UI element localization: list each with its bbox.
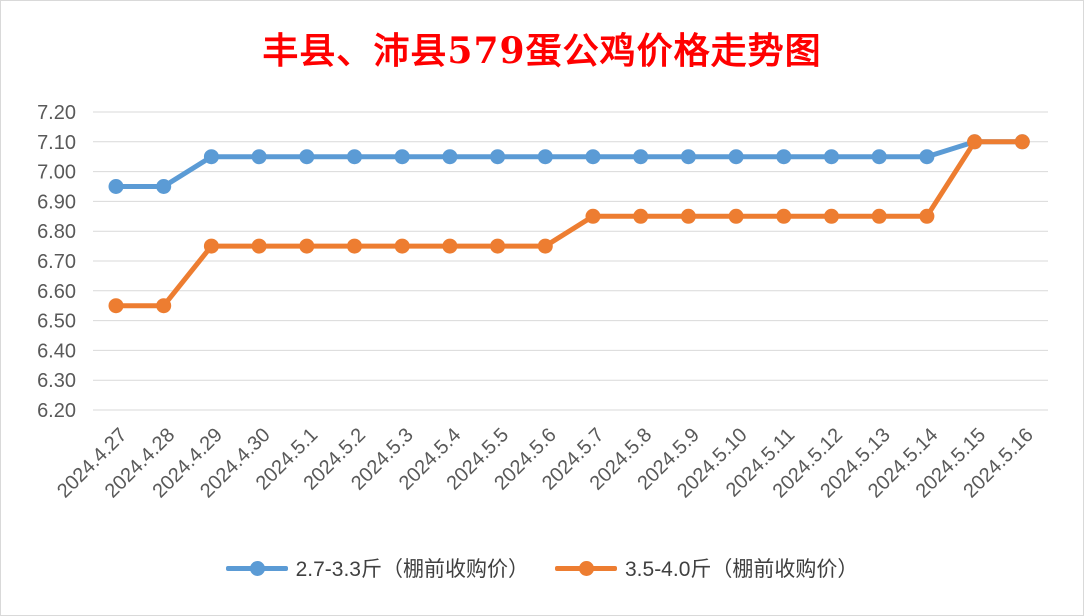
data-point [299,149,315,165]
data-point [919,149,935,165]
data-point [680,208,696,224]
y-tick-label: 6.50 [37,311,76,333]
series-line [113,139,1025,309]
series-line [113,139,1025,189]
y-tick-label: 6.80 [37,221,76,243]
chart-title: 丰县、沛县579蛋公鸡价格走势图 [262,30,822,72]
y-tick-label: 6.70 [37,251,76,273]
data-point [776,208,792,224]
data-point [728,149,744,165]
data-point [203,149,219,165]
y-tick-label: 7.20 [37,102,76,124]
data-point [490,149,506,165]
data-point [919,208,935,224]
data-point [251,238,267,254]
data-point [967,134,983,150]
legend-label-series-2: 3.5-4.0斤（棚前收购价） [625,558,859,581]
data-point [824,208,839,224]
data-point [537,238,553,254]
y-tick-label: 6.90 [37,191,76,213]
data-point [1014,134,1030,150]
y-tick-label: 6.30 [37,370,76,392]
data-point [633,208,649,224]
legend-label-series-1: 2.7-3.3斤（棚前收购价） [295,558,529,581]
data-point [633,149,649,165]
series-1 [108,134,1030,194]
series-2 [108,134,1030,314]
data-point [394,238,410,254]
y-tick-label: 7.00 [37,162,76,184]
data-point [585,208,601,224]
y-tick-label: 6.20 [37,400,76,422]
data-point [347,149,362,165]
data-point [251,149,267,165]
data-point [490,238,506,254]
data-point [871,208,887,224]
legend: 2.7-3.3斤（棚前收购价） 3.5-4.0斤（棚前收购价） [0,552,1084,584]
data-point [156,298,172,314]
data-point [871,149,887,165]
data-point [824,149,839,165]
data-point [537,149,553,165]
legend-item-series-1: 2.7-3.3斤（棚前收购价） [225,553,529,583]
data-point [442,238,458,254]
legend-swatch-series-2 [555,558,617,578]
data-point [442,149,458,165]
data-point [108,298,124,314]
data-point [203,238,219,254]
data-point [585,149,601,165]
y-tick-label: 6.40 [37,340,76,362]
data-point [156,179,172,194]
data-point [680,149,696,165]
data-point [776,149,792,165]
data-point [108,179,124,194]
legend-swatch-series-1 [225,558,288,578]
data-point [347,238,362,254]
y-tick-label: 7.10 [37,132,76,154]
data-point [394,149,410,165]
legend-item-series-2: 3.5-4.0斤（棚前收购价） [555,553,858,583]
data-point [728,208,744,224]
y-tick-label: 6.60 [37,281,76,303]
data-point [299,238,315,254]
